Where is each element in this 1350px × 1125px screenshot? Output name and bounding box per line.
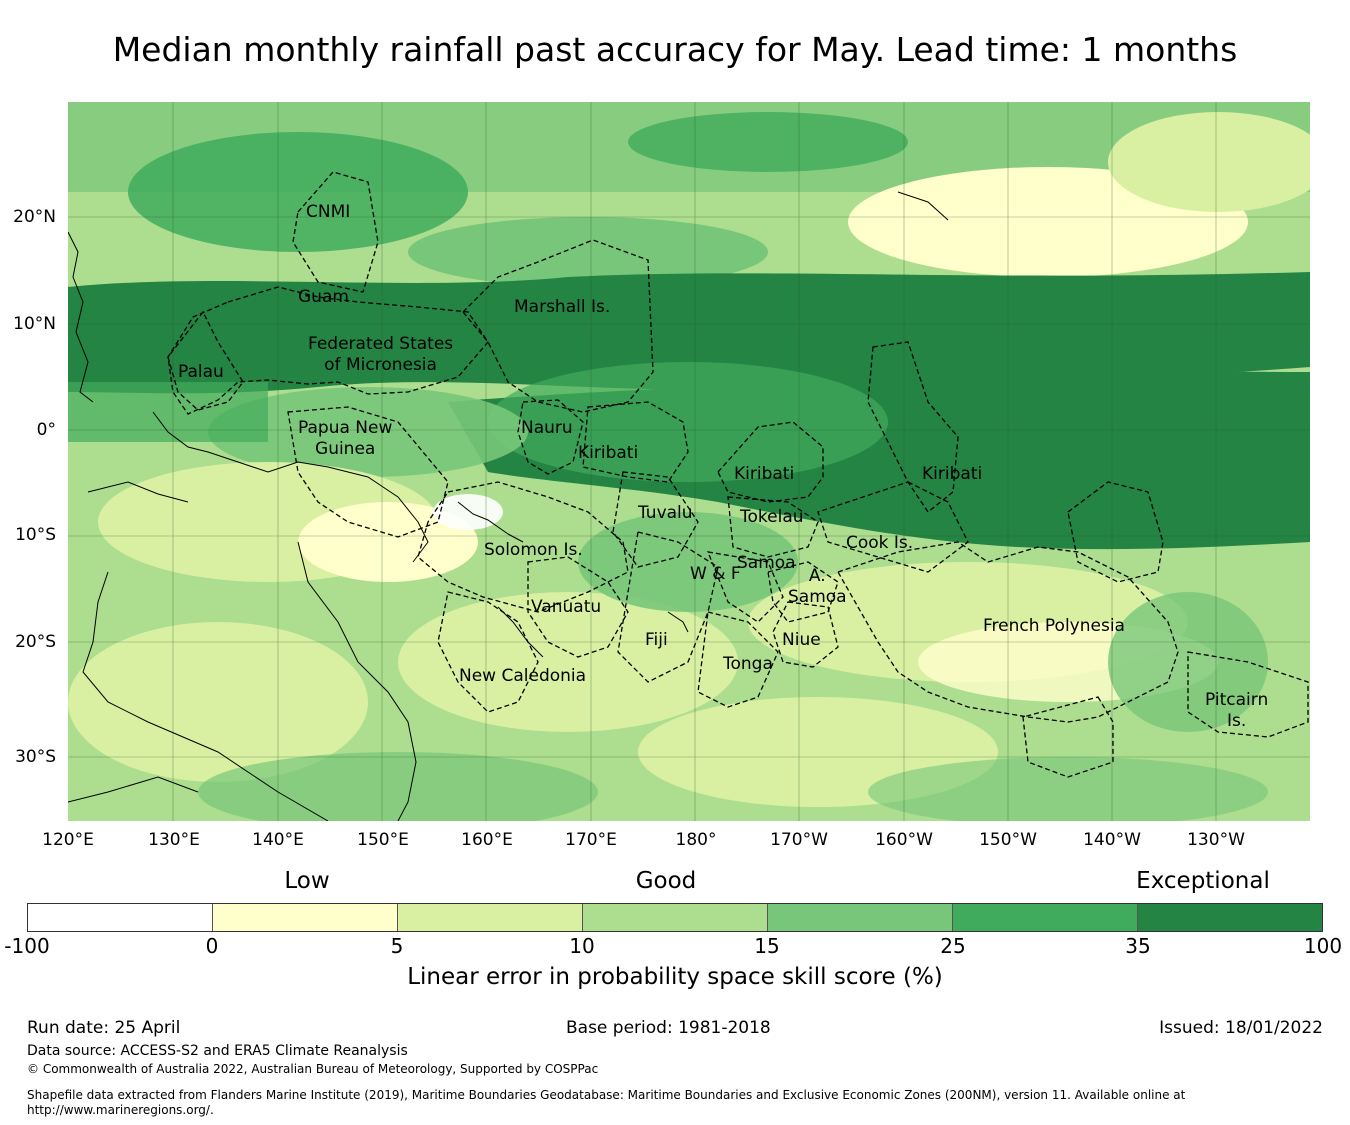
shapefile-credit: Shapefile data extracted from Flanders M…: [27, 1088, 1186, 1102]
x-tick-label: 140°E: [252, 830, 304, 850]
x-tick-label: 170°W: [770, 830, 828, 850]
region-label-tokelau: Tokelau: [740, 507, 804, 527]
copyright: © Commonwealth of Australia 2022, Austra…: [27, 1062, 599, 1076]
x-tick-label: 120°E: [42, 830, 94, 850]
colorbar-tick: -100: [4, 934, 50, 958]
region-label-vanuatu: Vanuatu: [531, 597, 602, 617]
region-label-png: Papua New Guinea: [298, 418, 393, 459]
legend-category-good: Good: [635, 868, 697, 894]
region-label-palau: Palau: [178, 362, 224, 382]
colorbar-tick: 5: [390, 934, 404, 958]
region-label-cook-islands: Cook Is.: [846, 533, 914, 553]
region-label-american-samoa: A. Samoa: [788, 566, 847, 607]
legend-category-exceptional: Exceptional: [1136, 868, 1270, 894]
colorbar-tick: 100: [1303, 934, 1343, 958]
region-label-samoa: Samoa: [737, 553, 796, 573]
region-label-kiribati-east: Kiribati: [922, 464, 983, 484]
region-label-guam: Guam: [298, 287, 349, 307]
colorbar-segment: [582, 904, 767, 931]
region-label-french-polynesia: French Polynesia: [983, 616, 1125, 636]
x-tick-label: 170°E: [565, 830, 617, 850]
colorbar-tick: 0: [205, 934, 219, 958]
colorbar-segment: [397, 904, 582, 931]
shapefile-url: http://www.marineregions.org/.: [27, 1103, 214, 1117]
region-label-niue: Niue: [782, 630, 821, 650]
region-label-fsm: Federated States of Micronesia: [308, 334, 454, 375]
x-tick-label: 140°W: [1083, 830, 1141, 850]
x-tick-label: 130°E: [148, 830, 200, 850]
region-label-fiji: Fiji: [645, 630, 668, 650]
region-label-tonga: Tonga: [723, 654, 773, 674]
colorbar-label: Linear error in probability space skill …: [407, 964, 943, 990]
skill-map: [68, 102, 1310, 821]
base-period: Base period: 1981-2018: [566, 1018, 771, 1038]
y-tick-label: 0°: [36, 420, 56, 440]
x-tick-label: 150°W: [979, 830, 1037, 850]
run-date: Run date: 25 April: [27, 1018, 181, 1038]
y-tick-label: 30°S: [15, 747, 56, 767]
colorbar-tick: 35: [1125, 934, 1151, 958]
x-tick-label: 180°: [675, 830, 717, 850]
colorbar-tick: 15: [754, 934, 780, 958]
region-label-tuvalu: Tuvalu: [638, 503, 693, 523]
region-label-kiribati-central: Kiribati: [734, 464, 795, 484]
y-tick-label: 20°S: [15, 632, 56, 652]
data-source: Data source: ACCESS-S2 and ERA5 Climate …: [27, 1043, 408, 1059]
colorbar: [27, 903, 1323, 932]
region-label-nauru: Nauru: [521, 418, 573, 438]
region-label-marshall-islands: Marshall Is.: [514, 297, 611, 317]
region-label-kiribati-west: Kiribati: [578, 443, 639, 463]
region-label-cnmi: CNMI: [306, 202, 351, 222]
y-tick-label: 10°S: [15, 525, 56, 545]
x-tick-label: 130°W: [1187, 830, 1245, 850]
y-tick-label: 20°N: [13, 207, 56, 227]
colorbar-segment: [1137, 904, 1322, 931]
colorbar-tick: 25: [940, 934, 966, 958]
region-label-pitcairn: Pitcairn Is.: [1205, 690, 1269, 731]
page-title: Median monthly rainfall past accuracy fo…: [112, 30, 1238, 69]
x-tick-label: 160°W: [875, 830, 933, 850]
colorbar-tick: 10: [569, 934, 595, 958]
colorbar-segment: [28, 904, 212, 931]
region-label-solomon-islands: Solomon Is.: [484, 540, 583, 560]
region-label-wallis-futuna: W & F: [690, 564, 741, 584]
x-tick-label: 150°E: [357, 830, 409, 850]
x-tick-label: 160°E: [461, 830, 513, 850]
colorbar-segment: [952, 904, 1137, 931]
colorbar-segment: [212, 904, 397, 931]
y-tick-label: 10°N: [13, 314, 56, 334]
region-label-new-caledonia: New Caledonia: [459, 666, 587, 686]
issued-date: Issued: 18/01/2022: [1159, 1018, 1323, 1038]
legend-category-low: Low: [284, 868, 330, 894]
colorbar-segment: [767, 904, 952, 931]
